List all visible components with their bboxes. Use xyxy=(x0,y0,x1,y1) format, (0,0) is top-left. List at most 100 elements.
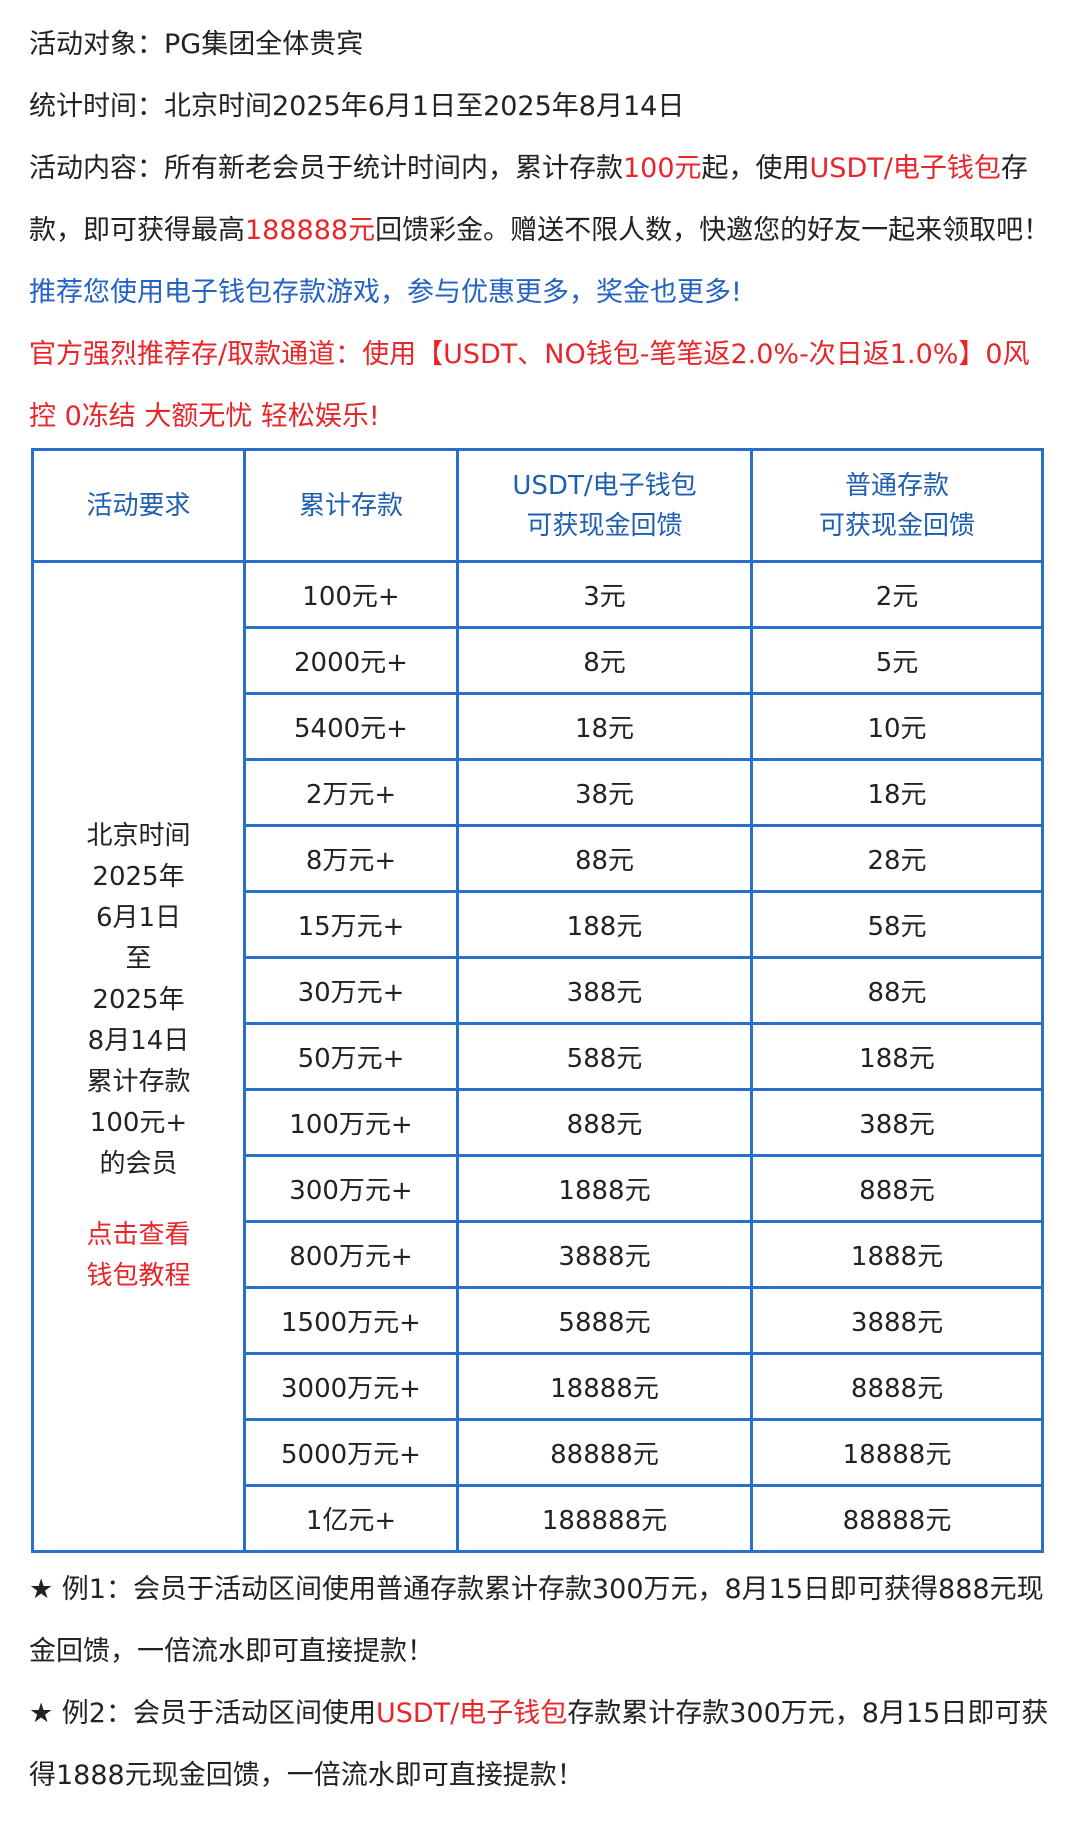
table-cell: 10元 xyxy=(750,692,1044,761)
table-cell: 800万元+ xyxy=(243,1220,459,1289)
table-row: 1亿元+ 188888元 88888元 xyxy=(33,1484,1044,1553)
table-cell: 18888元 xyxy=(456,1352,753,1421)
period-line: 2025年 xyxy=(92,985,185,1015)
text-segment: 存款，即可获得最高 xyxy=(29,153,1028,246)
table-row: 5400元+ 18元 10元 xyxy=(33,692,1044,761)
table-cell: 38元 xyxy=(456,758,753,827)
table-cell: 888元 xyxy=(456,1088,753,1157)
text-segment: 推荐您使用电子钱包存款游戏，参与优惠更多，奖金也更多! xyxy=(29,277,742,308)
table-cell: 300万元+ xyxy=(243,1154,459,1223)
period-line: 的会员 xyxy=(99,1149,178,1179)
table-row: 100万元+ 888元 388元 xyxy=(33,1088,1044,1157)
table-cell: 88888元 xyxy=(456,1418,753,1487)
header-cell: 累计存款 xyxy=(243,448,459,563)
period-cell: 北京时间 2025年 6月1日至 2025年 8月14日 累计存款 100元+ 的会员 点击查看… xyxy=(31,560,246,1553)
text-segment: 统计时间：北京时间2025年6月1日至2025年8月14日 xyxy=(29,91,685,122)
table-row: 800万元+ 3888元 1888元 xyxy=(33,1220,1044,1289)
table-cell: 100元+ xyxy=(243,560,459,629)
text-segment: 回馈彩金。赠送不限人数，快邀您的好友一起来领取吧！ xyxy=(375,215,1051,246)
table-cell: 18元 xyxy=(456,692,753,761)
table-cell: 2元 xyxy=(750,560,1044,629)
table-cell: 188元 xyxy=(456,890,753,959)
period-line: 至 xyxy=(125,944,152,974)
rebate-table: 活动要求 累计存款 USDT/电子钱包 可获现金回馈 普通存款 可获现金回馈 北京时间 20… xyxy=(31,448,1044,1553)
text-segment: USDT/电子钱包 xyxy=(375,1698,568,1729)
table-cell: 5400元+ xyxy=(243,692,459,761)
header-line: 可获现金回馈 xyxy=(526,510,683,541)
table-cell: 1888元 xyxy=(750,1220,1044,1289)
table-cell: 2万元+ xyxy=(243,758,459,827)
table-cell: 18888元 xyxy=(750,1418,1044,1487)
table-body: 北京时间 2025年 6月1日至 2025年 8月14日 累计存款 100元+ 的会员 点击查看… xyxy=(31,560,1044,1553)
intro: 活动对象：PG集团全体贵宾统计时间：北京时间2025年6月1日至2025年8月1… xyxy=(29,14,1051,448)
header-row: 活动要求 累计存款 USDT/电子钱包 可获现金回馈 普通存款 可获现金回馈 xyxy=(31,448,1044,563)
table-cell: 3000万元+ xyxy=(243,1352,459,1421)
table-row: 300万元+ 1888元 888元 xyxy=(33,1154,1044,1223)
paragraph: 统计时间：北京时间2025年6月1日至2025年8月14日 xyxy=(29,76,1051,138)
text-segment: ★ 例2：会员于活动区间使用 xyxy=(29,1698,376,1729)
spacer xyxy=(35,1185,242,1215)
table-cell: 100万元+ xyxy=(243,1088,459,1157)
table-cell: 188元 xyxy=(750,1022,1044,1091)
table-row: 北京时间 2025年 6月1日至 2025年 8月14日 累计存款 100元+ 的会员 点击查看… xyxy=(31,560,1044,1553)
table-row: 5000万元+ 88888元 18888元 xyxy=(33,1418,1044,1487)
table-cell: 588元 xyxy=(456,1022,753,1091)
period-line: 100元+ xyxy=(89,1108,188,1138)
paragraph: 活动对象：PG集团全体贵宾 xyxy=(29,14,1051,76)
table-row: 30万元+ 388元 88元 xyxy=(33,956,1044,1025)
table-cell: 88888元 xyxy=(750,1484,1044,1553)
table-cell: 5元 xyxy=(750,626,1044,695)
period-line: 北京时间 xyxy=(86,821,191,851)
table-row: 2万元+ 38元 18元 xyxy=(33,758,1044,827)
header-line: USDT/电子钱包 xyxy=(512,470,697,501)
paragraph: ★ 例2：会员于活动区间使用USDT/电子钱包存款累计存款300万元，8月15日… xyxy=(29,1683,1051,1807)
text-segment: 100元 xyxy=(623,153,702,184)
text-segment: USDT/电子钱包 xyxy=(809,153,1001,184)
table-cell: 3888元 xyxy=(750,1286,1044,1355)
period-line: 2025年 xyxy=(92,862,185,892)
table-cell: 18元 xyxy=(750,758,1044,827)
text-segment: 存款累计存款300万元，8月15日即可获得1888元现金回馈，一倍流水即可直接提… xyxy=(29,1698,1049,1791)
text-segment: 188888元 xyxy=(245,215,376,246)
table-cell: 1500万元+ xyxy=(243,1286,459,1355)
text-segment: 起，使用 xyxy=(701,153,810,184)
text-segment: 活动对象：PG集团全体贵宾 xyxy=(29,29,364,60)
paragraph: ★ 例1：会员于活动区间使用普通存款累计存款300万元，8月15日即可获得888… xyxy=(29,1559,1051,1683)
table-cell: 8888元 xyxy=(750,1352,1044,1421)
table-cell: 5000万元+ xyxy=(243,1418,459,1487)
table-cell: 15万元+ xyxy=(243,890,459,959)
table-row: 3000万元+ 18888元 8888元 xyxy=(33,1352,1044,1421)
table-cell: 30万元+ xyxy=(243,956,459,1025)
table-cell: 388元 xyxy=(456,956,753,1025)
table-row: 8万元+ 88元 28元 xyxy=(33,824,1044,893)
table-cell: 8万元+ xyxy=(243,824,459,893)
table-row: 1500万元+ 5888元 3888元 xyxy=(33,1286,1044,1355)
table-cell: 5888元 xyxy=(456,1286,753,1355)
header-cell: 普通存款 可获现金回馈 xyxy=(750,448,1044,563)
table-cell: 28元 xyxy=(750,824,1044,893)
table-cell: 50万元+ xyxy=(243,1022,459,1091)
text-segment: 活动内容：所有新老会员于统计时间内，累计存款 xyxy=(29,153,623,184)
tutorial-link[interactable]: 钱包教程 xyxy=(86,1261,191,1291)
table-cell: 188888元 xyxy=(456,1484,753,1553)
text-segment: ★ 例1：会员于活动区间使用普通存款累计存款300万元，8月15日即可获得888… xyxy=(29,1574,1044,1667)
table-cell: 388元 xyxy=(750,1088,1044,1157)
header-line: 累计存款 xyxy=(298,490,403,521)
period-line: 6月1日 xyxy=(95,903,182,933)
table-cell: 8元 xyxy=(456,626,753,695)
table-row: 15万元+ 188元 58元 xyxy=(33,890,1044,959)
header-cell: USDT/电子钱包 可获现金回馈 xyxy=(456,448,753,563)
table-cell: 888元 xyxy=(750,1154,1044,1223)
table-row: 50万元+ 588元 188元 xyxy=(33,1022,1044,1091)
tutorial-link[interactable]: 点击查看 xyxy=(86,1220,191,1250)
table-row: 2000元+ 8元 5元 xyxy=(33,626,1044,695)
table-cell: 3元 xyxy=(456,560,753,629)
header-line: 可获现金回馈 xyxy=(818,510,975,541)
header-line: 活动要求 xyxy=(86,490,191,521)
table-cell: 2000元+ xyxy=(243,626,459,695)
period-line: 8月14日 xyxy=(87,1026,190,1056)
table-cell: 1亿元+ xyxy=(243,1484,459,1553)
table-cell: 88元 xyxy=(750,956,1044,1025)
content: 活动对象：PG集团全体贵宾统计时间：北京时间2025年6月1日至2025年8月1… xyxy=(29,14,1051,1807)
